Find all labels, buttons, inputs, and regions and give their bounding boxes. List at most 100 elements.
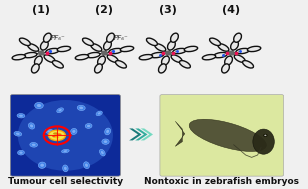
Ellipse shape [12, 55, 26, 60]
Ellipse shape [28, 123, 35, 129]
Ellipse shape [52, 135, 57, 137]
Ellipse shape [64, 167, 67, 170]
Text: (1): (1) [32, 5, 51, 15]
Ellipse shape [159, 64, 166, 73]
Ellipse shape [37, 104, 41, 107]
Ellipse shape [184, 46, 198, 52]
Circle shape [263, 134, 268, 137]
Ellipse shape [96, 111, 102, 116]
Ellipse shape [91, 44, 102, 51]
Ellipse shape [222, 64, 229, 73]
Text: (4): (4) [222, 5, 241, 15]
Ellipse shape [57, 133, 62, 136]
Text: Nontoxic in zebrafish embryos: Nontoxic in zebrafish embryos [144, 177, 299, 186]
Polygon shape [129, 129, 141, 140]
Ellipse shape [34, 102, 43, 109]
Ellipse shape [202, 55, 216, 60]
Ellipse shape [62, 149, 69, 153]
Ellipse shape [171, 55, 182, 62]
Ellipse shape [147, 38, 157, 46]
Ellipse shape [46, 48, 59, 54]
Ellipse shape [231, 41, 238, 50]
Ellipse shape [71, 128, 77, 134]
Ellipse shape [17, 114, 25, 118]
Ellipse shape [214, 53, 227, 58]
Ellipse shape [38, 162, 46, 168]
Ellipse shape [79, 107, 83, 109]
Ellipse shape [234, 33, 241, 42]
Ellipse shape [107, 33, 114, 42]
Polygon shape [141, 129, 153, 140]
Circle shape [229, 51, 234, 55]
Ellipse shape [95, 64, 102, 73]
Ellipse shape [87, 125, 90, 127]
Ellipse shape [87, 53, 100, 58]
Ellipse shape [106, 130, 109, 133]
Ellipse shape [85, 163, 88, 167]
Ellipse shape [77, 105, 85, 111]
Ellipse shape [104, 140, 107, 143]
Ellipse shape [120, 46, 134, 52]
Polygon shape [135, 129, 148, 140]
Ellipse shape [47, 130, 52, 133]
Ellipse shape [253, 129, 274, 154]
Ellipse shape [247, 46, 261, 52]
Ellipse shape [189, 119, 266, 151]
Text: (2): (2) [95, 5, 113, 15]
Ellipse shape [31, 64, 39, 73]
Ellipse shape [162, 56, 169, 65]
Ellipse shape [55, 136, 59, 138]
Ellipse shape [57, 108, 63, 113]
Ellipse shape [116, 61, 127, 68]
Ellipse shape [98, 112, 101, 115]
Ellipse shape [101, 151, 104, 154]
Circle shape [38, 51, 44, 55]
Ellipse shape [53, 132, 58, 135]
Ellipse shape [218, 44, 229, 51]
Polygon shape [175, 121, 185, 146]
Circle shape [102, 51, 107, 55]
Ellipse shape [109, 48, 122, 54]
Ellipse shape [83, 38, 93, 46]
Ellipse shape [63, 150, 67, 152]
Ellipse shape [209, 38, 221, 46]
Ellipse shape [43, 33, 51, 42]
Ellipse shape [19, 38, 30, 46]
Ellipse shape [18, 100, 113, 171]
Ellipse shape [85, 123, 92, 128]
Ellipse shape [23, 53, 37, 58]
Ellipse shape [99, 149, 105, 156]
Text: (3): (3) [160, 5, 177, 15]
Ellipse shape [16, 133, 20, 135]
FancyBboxPatch shape [160, 94, 284, 176]
Ellipse shape [63, 165, 68, 172]
Ellipse shape [19, 115, 23, 117]
Ellipse shape [105, 128, 111, 135]
Ellipse shape [180, 61, 190, 68]
Ellipse shape [83, 162, 90, 169]
Ellipse shape [44, 55, 55, 62]
Circle shape [264, 135, 266, 136]
Ellipse shape [102, 139, 109, 144]
Ellipse shape [57, 46, 71, 52]
Ellipse shape [30, 124, 33, 128]
Ellipse shape [173, 48, 186, 54]
Ellipse shape [171, 33, 178, 42]
Ellipse shape [234, 55, 245, 62]
Ellipse shape [243, 61, 253, 68]
Ellipse shape [155, 44, 166, 51]
Ellipse shape [48, 130, 65, 140]
Ellipse shape [40, 41, 48, 50]
Ellipse shape [45, 129, 54, 134]
Ellipse shape [18, 150, 24, 155]
Ellipse shape [236, 48, 249, 54]
Text: PF₆⁻: PF₆⁻ [51, 35, 66, 41]
FancyBboxPatch shape [10, 94, 120, 176]
Ellipse shape [52, 61, 63, 68]
Ellipse shape [103, 41, 111, 50]
Circle shape [166, 51, 171, 55]
Text: PF₆⁻: PF₆⁻ [114, 35, 129, 41]
Ellipse shape [28, 44, 39, 51]
Ellipse shape [168, 41, 175, 50]
Ellipse shape [40, 164, 44, 167]
